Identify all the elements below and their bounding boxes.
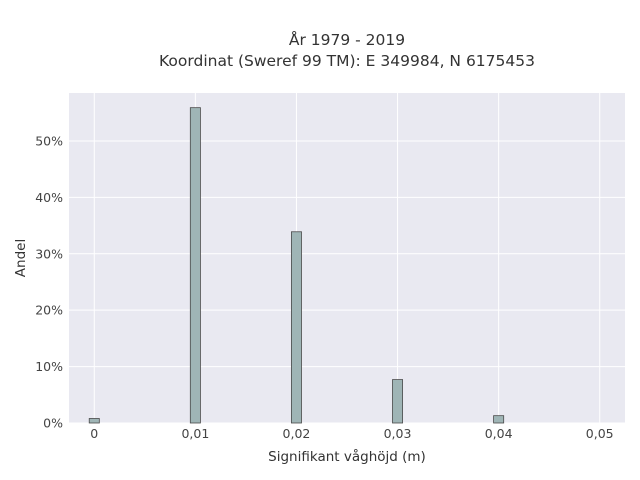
grid-lines bbox=[69, 93, 625, 424]
x-tick-label: 0,02 bbox=[283, 426, 311, 441]
y-tick-label: 50% bbox=[35, 133, 63, 148]
y-tick-label: 0% bbox=[43, 416, 63, 431]
histogram-bar bbox=[493, 415, 505, 424]
x-tick-label: 0,05 bbox=[586, 426, 614, 441]
y-tick-labels: 0% 10% 20% 30% 40% 50% bbox=[35, 133, 63, 430]
y-tick-label: 20% bbox=[35, 303, 63, 318]
histogram-bar bbox=[290, 231, 302, 424]
y-tick-label: 30% bbox=[35, 246, 63, 261]
chart-title-line-1: År 1979 - 2019 bbox=[289, 30, 405, 49]
y-tick-label: 40% bbox=[35, 190, 63, 205]
x-tick-label: 0,01 bbox=[181, 426, 209, 441]
histogram-bar bbox=[88, 418, 100, 424]
bars bbox=[88, 107, 505, 424]
y-axis-title: Andel bbox=[13, 239, 29, 277]
histogram-bar bbox=[189, 107, 201, 424]
histogram-bar bbox=[392, 379, 403, 424]
chart-title-line-2: Koordinat (Sweref 99 TM): E 349984, N 61… bbox=[159, 52, 535, 70]
x-tick-label: 0 bbox=[90, 426, 98, 441]
x-tick-label: 0,03 bbox=[384, 426, 412, 441]
y-tick-label: 10% bbox=[35, 359, 63, 374]
x-tick-label: 0,04 bbox=[485, 426, 513, 441]
x-tick-labels: 0 0,01 0,02 0,03 0,04 0,05 bbox=[90, 426, 613, 441]
x-axis-title: Signifikant våghöjd (m) bbox=[268, 448, 426, 465]
plot-area bbox=[69, 93, 625, 423]
